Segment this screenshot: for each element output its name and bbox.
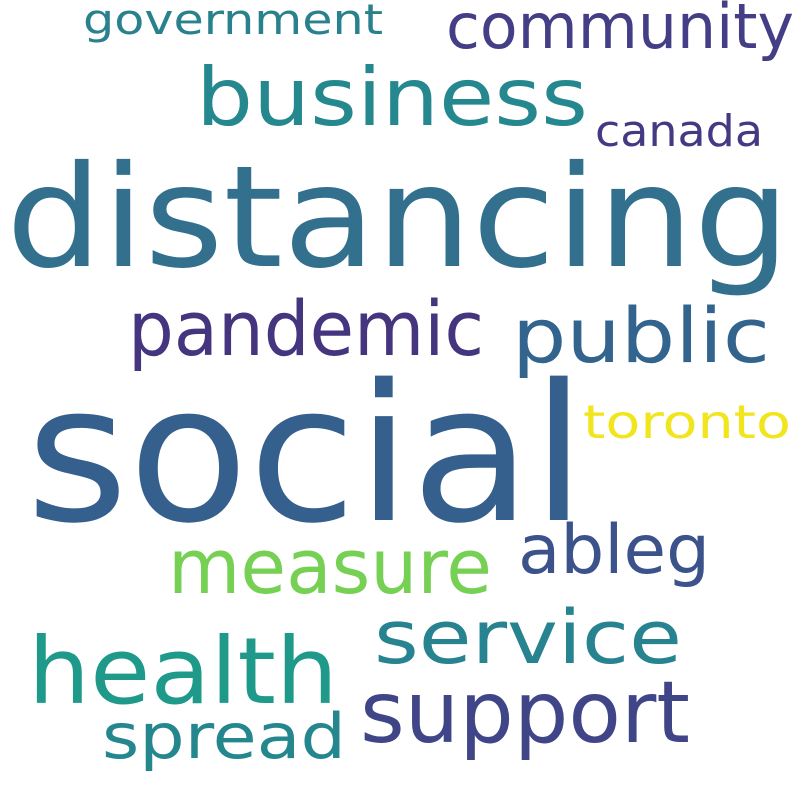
word-pandemic: pandemic	[128, 284, 484, 373]
word-distancing: distancing	[6, 136, 790, 300]
word-community: community	[446, 0, 794, 63]
word-health: health	[28, 618, 338, 725]
word-support: support	[360, 663, 690, 763]
word-measure: measure	[168, 522, 492, 611]
word-service: service	[374, 595, 682, 681]
word-spread: spread	[102, 700, 346, 773]
word-government: government	[83, 0, 383, 44]
word-public: public	[512, 291, 770, 380]
word-ableg: ableg	[518, 511, 710, 590]
word-social: social	[26, 344, 586, 565]
word-toronto: toronto	[583, 395, 791, 449]
word-canada: canada	[595, 106, 763, 157]
word-business: business	[196, 51, 588, 144]
